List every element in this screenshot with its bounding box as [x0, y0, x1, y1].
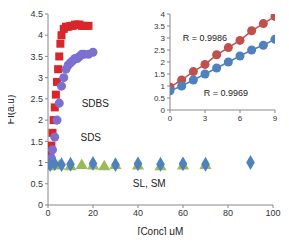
svg-text:6: 6: [238, 114, 243, 123]
svg-text:0.5: 0.5: [154, 94, 166, 103]
svg-text:4.5: 4.5: [30, 9, 43, 19]
svg-text:SDS: SDS: [80, 132, 101, 143]
svg-text:3: 3: [161, 34, 166, 43]
svg-text:3: 3: [38, 73, 43, 83]
svg-text:4: 4: [38, 30, 43, 40]
svg-text:20: 20: [88, 208, 98, 218]
svg-text:80: 80: [223, 208, 233, 218]
svg-text:1.5: 1.5: [154, 70, 166, 79]
svg-text:2: 2: [161, 58, 166, 67]
svg-text:SDBS: SDBS: [82, 98, 110, 109]
svg-text:0: 0: [168, 114, 173, 123]
svg-text:9: 9: [273, 114, 278, 123]
svg-text:2: 2: [38, 115, 43, 125]
svg-text:FI(a.u): FI(a.u): [8, 95, 16, 124]
svg-text:60: 60: [178, 208, 188, 218]
svg-text:1.5: 1.5: [30, 137, 43, 147]
svg-text:0: 0: [38, 200, 43, 210]
svg-text:3: 3: [203, 114, 208, 123]
svg-text:0.5: 0.5: [30, 179, 43, 189]
svg-text:R = 0.9969: R = 0.9969: [204, 88, 248, 98]
svg-text:SL, SM: SL, SM: [133, 178, 166, 189]
svg-text:0: 0: [45, 208, 50, 218]
svg-text:[Conc] μM: [Conc] μM: [138, 226, 184, 235]
svg-text:2.5: 2.5: [30, 94, 43, 104]
svg-text:4: 4: [161, 10, 166, 19]
svg-text:40: 40: [133, 208, 143, 218]
svg-text:100: 100: [265, 208, 280, 218]
svg-text:3.5: 3.5: [30, 52, 43, 62]
svg-text:0: 0: [161, 106, 166, 115]
svg-text:1: 1: [161, 82, 166, 91]
svg-text:3.5: 3.5: [154, 22, 166, 31]
svg-text:1: 1: [38, 158, 43, 168]
svg-text:R = 0.9986: R = 0.9986: [183, 33, 227, 43]
svg-text:2.5: 2.5: [154, 46, 166, 55]
